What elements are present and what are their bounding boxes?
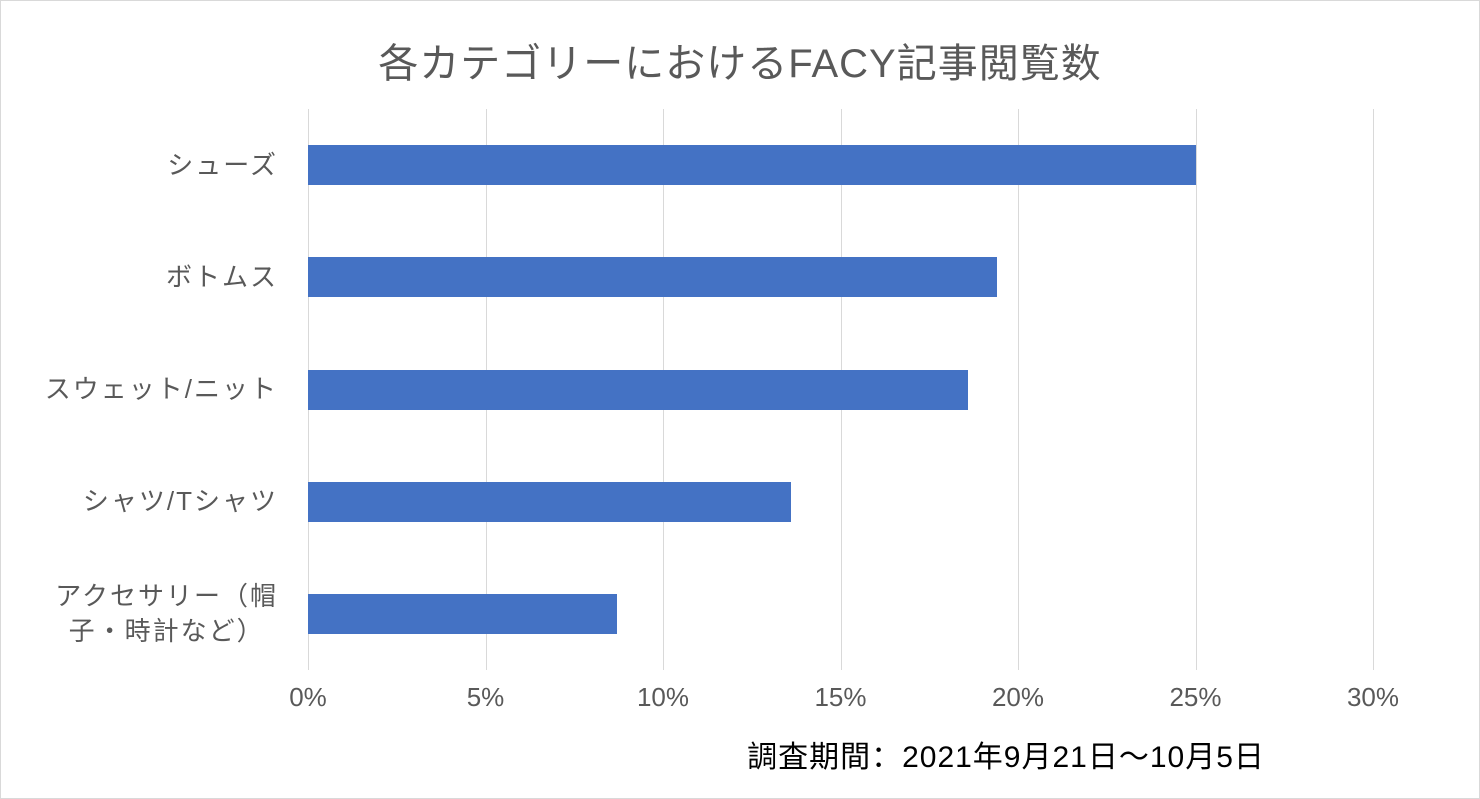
survey-period-note: 調査期間：2021年9月21日～10月5日 <box>747 741 1265 774</box>
category-label: シューズ <box>167 149 278 180</box>
bar-2 <box>308 257 997 298</box>
category-axis-labels: シューズボトムススウェット/ニットシャツ/Tシャツアクセサリー（帽 子・時計など… <box>1 109 278 670</box>
bar-3 <box>308 369 969 410</box>
category-label: アクセサリー（帽 子・時計など） <box>55 580 278 646</box>
x-axis: 0% 5% 10% 15% 20% 25% 30% <box>289 682 1399 714</box>
chart-title: 各カテゴリーにおけるFACY記事閲覧数 <box>378 42 1102 86</box>
category-label: スウェット/ニット <box>44 373 278 404</box>
bar-5 <box>308 593 617 634</box>
gridline <box>1018 109 1019 670</box>
x-tick-label: 15% <box>814 682 867 712</box>
bar-4 <box>308 481 791 522</box>
x-tick-label: 5% <box>466 682 505 712</box>
category-label: シャツ/Tシャツ <box>82 486 278 517</box>
x-tick-label: 10% <box>636 682 690 712</box>
category-label: ボトムス <box>165 261 278 292</box>
x-tick-label: 20% <box>991 682 1045 712</box>
x-tick-label: 30% <box>1346 682 1400 712</box>
gridline <box>1195 109 1197 670</box>
bar-1 <box>308 145 1196 186</box>
gridline <box>1373 109 1374 670</box>
x-tick-label: 25% <box>1169 682 1222 712</box>
plot-area <box>308 109 1374 670</box>
x-tick-label: 0% <box>289 682 327 712</box>
